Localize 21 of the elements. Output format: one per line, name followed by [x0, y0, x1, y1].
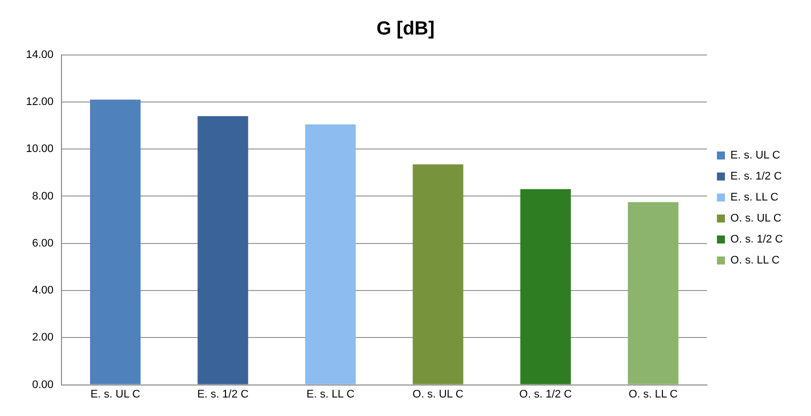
x-tick-label: E. s. LL C [306, 388, 354, 400]
legend-label: E. s. 1/2 C [730, 170, 782, 183]
y-tick-label: 14.00 [26, 48, 54, 61]
legend-label: O. s. LL C [730, 254, 780, 267]
x-tick-label: E. s. UL C [90, 388, 140, 400]
legend-label: E. s. UL C [730, 150, 780, 162]
y-tick-label: 10.00 [26, 143, 54, 156]
y-tick-label: 8.00 [32, 190, 54, 202]
x-tick-label: O. s. UL C [412, 388, 464, 400]
y-tick-label: 4.00 [32, 284, 54, 297]
x-tick-label: E. s. 1/2 C [197, 388, 249, 400]
legend-label: O. s. UL C [730, 212, 782, 225]
legend-label: O. s. 1/2 C [730, 234, 784, 246]
y-tick-label: 12.00 [26, 96, 54, 108]
y-tick-label: 2.00 [32, 332, 54, 344]
x-tick-label: O. s. 1/2 C [519, 388, 572, 400]
y-tick-label: 0.00 [32, 378, 54, 391]
chart-title: G [dB] [376, 18, 435, 40]
x-tick-label: O. s. LL C [628, 388, 678, 400]
legend-label: E. s. LL C [730, 192, 778, 204]
y-tick-label: 6.00 [32, 237, 54, 250]
